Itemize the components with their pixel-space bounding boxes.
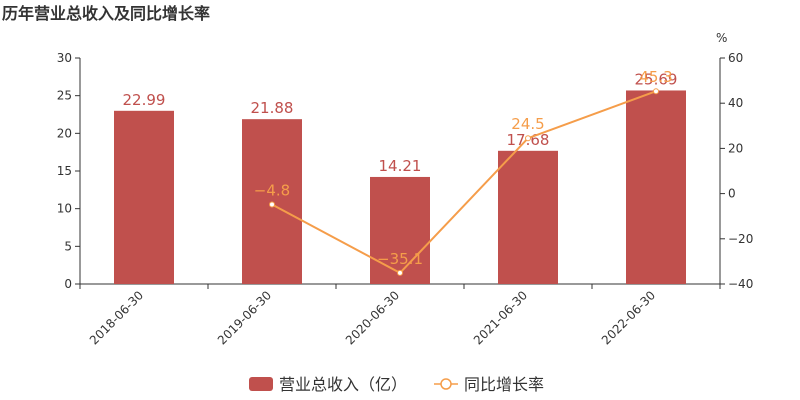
- x-ticks: 2018-06-30 2019-06-30 2020-06-30 2021-06-30…: [79, 284, 721, 347]
- x-tick-label: 2020-06-30: [343, 288, 402, 347]
- y-left-tick-label: 10: [57, 202, 72, 216]
- line-labels: −4.8 −35.1 24.5 45.3: [254, 68, 673, 268]
- y-left-tick-label: 5: [64, 239, 72, 253]
- x-tick-label: 2019-06-30: [215, 288, 274, 347]
- x-tick-label: 2022-06-30: [599, 288, 658, 347]
- line-value-label: 24.5: [511, 115, 544, 133]
- y-left-tick-label: 25: [57, 89, 72, 103]
- y-left-tick-label: 20: [57, 126, 72, 140]
- growth-line: [271, 90, 657, 275]
- y-right-tick-label: 0: [728, 187, 736, 201]
- y-right-unit-label: %: [716, 31, 727, 45]
- x-tick-label: 2021-06-30: [471, 288, 530, 347]
- bar-value-label: 21.88: [251, 99, 294, 117]
- bar-value-label: 22.99: [123, 91, 166, 109]
- y-right-tick-label: 60: [728, 51, 743, 65]
- y-right-ticks: −40 −20 0 20 40 60: [720, 51, 753, 291]
- line-point[interactable]: [269, 201, 275, 208]
- line-value-label: 45.3: [639, 68, 672, 86]
- y-right-tick-label: −40: [728, 277, 753, 291]
- legend-line-marker: [440, 378, 452, 390]
- line-point[interactable]: [653, 88, 659, 95]
- legend-bar-label: 营业总收入（亿）: [279, 375, 407, 394]
- bar[interactable]: [498, 150, 558, 284]
- line-value-label: −4.8: [254, 181, 290, 199]
- y-right-tick-label: 20: [728, 141, 743, 155]
- legend-bar-swatch: [249, 377, 273, 391]
- y-right-tick-label: −20: [728, 232, 753, 246]
- y-left-tick-label: 15: [57, 164, 72, 178]
- x-tick-label: 2018-06-30: [87, 288, 146, 347]
- y-left-ticks: 0 5 10 15 20 25 30: [57, 51, 80, 291]
- bar-value-label: 25.69: [635, 70, 678, 88]
- bar[interactable]: [114, 110, 174, 284]
- line-value-label: −35.1: [377, 250, 423, 268]
- line-point[interactable]: [397, 269, 403, 276]
- legend-line-label: 同比增长率: [464, 375, 544, 394]
- line-series: [269, 88, 659, 276]
- bar-value-label: 14.21: [379, 157, 422, 175]
- y-left-tick-label: 0: [64, 277, 72, 291]
- bar-series: [114, 90, 686, 285]
- y-left-tick-label: 30: [57, 51, 72, 65]
- y-right-tick-label: 40: [728, 96, 743, 110]
- legend[interactable]: 营业总收入（亿） 同比增长率: [249, 375, 544, 394]
- line-point[interactable]: [525, 135, 531, 142]
- bar[interactable]: [626, 90, 686, 285]
- bar[interactable]: [370, 176, 430, 284]
- chart-title: 历年营业总收入及同比增长率: [2, 4, 210, 23]
